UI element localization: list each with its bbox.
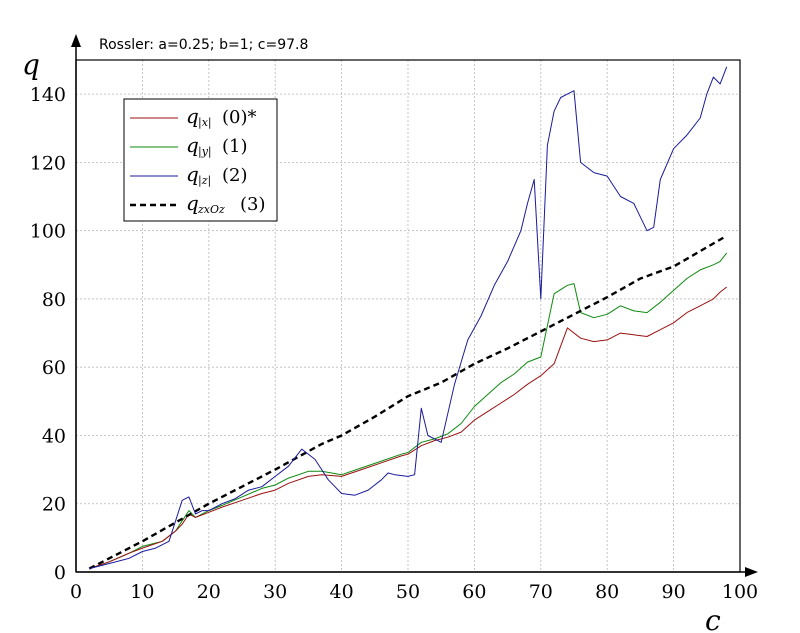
y-tick-label: 100 [30,221,66,243]
x-tick-label: 40 [330,581,354,603]
legend-label-3: (3) [240,194,266,215]
series-line-0 [89,286,728,570]
legend: q |x| (0)*q |y| (1)q |z| (2)q zxOz (3) [123,98,278,222]
legend-subscript-3: zxOz [197,203,225,216]
x-tick-labels: 0 10 20 30 40 50 60 70 80 90 100 [70,581,758,603]
x-tick-label: 80 [595,581,619,603]
x-tick-label: 20 [197,581,221,603]
x-tick-label: 90 [662,581,686,603]
series-layer [88,66,728,570]
legend-symbol-0: q [186,104,199,128]
y-tick-label: 20 [42,494,66,516]
x-axis-label: c [705,604,721,633]
chart-title: Rossler: a=0.25; b=1; c=97.8 [99,37,308,53]
x-tick-label: 0 [70,581,82,603]
legend-subscript-0: |x| [198,116,212,130]
series-line-2 [89,66,728,570]
legend-symbol-3: q [186,191,199,215]
y-axis-arrow [71,34,81,47]
x-tick-label: 10 [130,581,154,603]
x-tick-label: 50 [396,581,420,603]
legend-label-1: (1) [222,136,248,157]
y-tick-label: 120 [30,152,66,174]
y-tick-label: 40 [42,425,66,447]
y-axis [71,34,81,572]
x-tick-label: 60 [462,581,486,603]
y-tick-label: 80 [42,289,66,311]
y-tick-label: 0 [54,562,66,584]
legend-box [123,98,278,222]
x-axis-arrow [745,567,758,577]
y-tick-label: 140 [30,84,66,106]
x-axis [76,567,758,577]
legend-symbol-1: q [186,133,199,157]
series-line-1 [89,252,728,570]
x-tick-label: 100 [722,581,758,603]
y-tick-labels: 0 20 40 60 80 100 120 140 [30,84,66,584]
legend-subscript-2: |z| [198,174,211,188]
x-tick-label: 30 [263,581,287,603]
y-tick-label: 60 [42,357,66,379]
y-axis-label: q [22,48,40,81]
series-line-3 [88,234,728,570]
legend-symbol-2: q [186,162,199,186]
legend-label-2: (2) [222,165,248,186]
x-tick-label: 70 [529,581,553,603]
legend-subscript-1: |y| [198,145,212,159]
legend-label-0: (0)* [222,107,257,128]
